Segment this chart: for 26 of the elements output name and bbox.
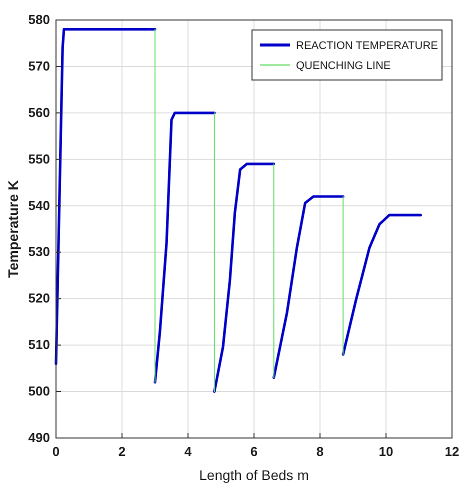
x-tick-label: 0: [52, 444, 60, 459]
legend-label: QUENCHING LINE: [296, 60, 391, 72]
legend-label: REACTION TEMPERATURE: [296, 40, 438, 52]
y-tick-label: 500: [28, 384, 50, 399]
x-tick-label: 10: [378, 444, 394, 459]
x-axis-title: Length of Beds m: [199, 467, 309, 483]
y-tick-label: 490: [28, 430, 50, 445]
y-tick-label: 540: [28, 198, 50, 213]
y-tick-label: 510: [28, 337, 50, 352]
y-tick-label: 580: [28, 12, 50, 27]
y-tick-label: 520: [28, 290, 50, 306]
y-tick-label: 570: [28, 58, 50, 74]
line-series: [154, 112, 216, 384]
y-tick-label: 560: [28, 104, 50, 120]
y-tick-label: 530: [28, 244, 50, 260]
x-tick-label: 12: [444, 444, 460, 459]
x-tick-label: 8: [316, 444, 324, 459]
x-tick-label: 6: [250, 444, 258, 459]
line-series: [342, 214, 422, 356]
line-series: [272, 195, 344, 379]
x-tick-label: 2: [118, 444, 126, 459]
x-tick-label: 4: [184, 444, 192, 459]
line-series: [213, 162, 276, 393]
line-series: [54, 28, 156, 365]
y-tick-label: 550: [28, 151, 50, 166]
y-axis-title: Temperature K: [5, 180, 21, 278]
